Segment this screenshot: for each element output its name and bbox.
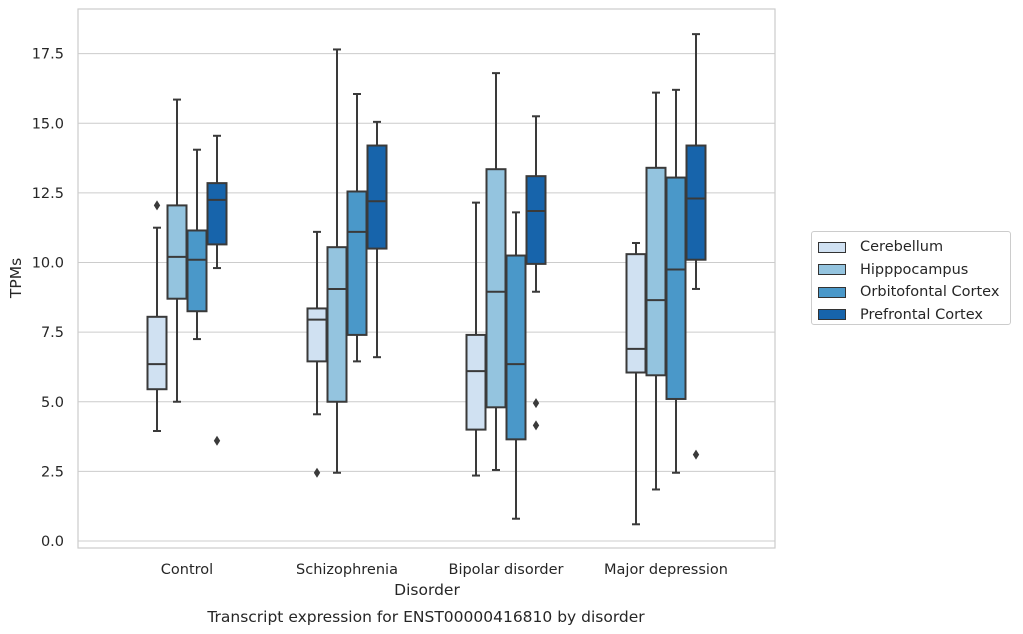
box-iqr [665,176,687,400]
legend-label: Hipppocampus [860,261,969,278]
box-iqr [186,229,208,313]
box-iqr [326,246,348,403]
y-tick-labels: 0.0 2.5 5.0 7.5 10.0 12.5 15.0 17.5 [32,47,64,550]
x-tick-label: Bipolar disorder [449,562,564,578]
legend-label: Orbitofontal Cortex [860,284,1000,301]
y-tick-label: 17.5 [32,47,64,63]
x-tick-labels: Control Schizophrenia Bipolar disorder Majo… [161,562,728,578]
box-cerebellum [146,200,168,432]
box-hipppocampus [166,98,188,403]
outlier-point [313,467,321,478]
x-tick-label: Control [161,562,213,578]
box-iqr [465,333,487,431]
box-prefrontal-cortex [206,134,228,446]
box-iqr [525,175,547,265]
legend-item: Hipppocampus [818,259,1010,282]
box-prefrontal-cortex [525,115,547,431]
outlier-point [692,449,700,460]
y-tick-label: 0.0 [41,534,64,550]
chart-title: Transcript expression for ENST0000041681… [206,608,645,626]
box-prefrontal-cortex [685,33,707,460]
legend-label: Cerebellum [860,239,944,256]
box-series [146,33,707,526]
box-orbitofontal-cortex [346,93,368,363]
x-tick-label: Major depression [604,562,728,578]
legend-label: Prefrontal Cortex [860,306,983,323]
y-tick-label: 7.5 [41,325,64,341]
box-orbitofontal-cortex [665,88,687,474]
box-orbitofontal-cortex [505,211,527,520]
legend-item: Prefrontal Cortex [818,304,1010,327]
box-cerebellum [625,242,647,526]
y-axis-label: TPMs [7,258,25,299]
box-hipppocampus [326,48,348,474]
box-iqr [625,253,647,374]
box-iqr [685,144,707,261]
x-tick-label: Schizophrenia [296,562,398,578]
x-axis-label: Disorder [394,581,460,599]
legend-swatch [818,264,846,276]
legend-item: Orbitofontal Cortex [818,281,1010,304]
box-cerebellum [306,230,328,478]
box-iqr [166,204,188,300]
box-orbitofontal-cortex [186,148,208,341]
box-cerebellum [465,201,487,477]
outlier-point [532,420,540,431]
outlier-point [532,398,540,409]
legend-swatch [818,241,846,253]
y-tick-label: 15.0 [32,116,64,132]
outlier-point [213,435,221,446]
legend-item: Cerebellum [818,236,1010,259]
box-hipppocampus [485,72,507,471]
box-iqr [505,254,527,441]
y-tick-label: 12.5 [32,186,64,202]
box-iqr [645,166,667,377]
box-hipppocampus [645,91,667,491]
plot-frame [77,8,776,549]
box-iqr [485,168,507,409]
box-iqr [366,144,388,250]
legend-swatch [818,309,846,321]
y-tick-label: 2.5 [41,464,64,480]
box-iqr [146,315,168,391]
box-iqr [306,307,328,363]
y-tick-label: 5.0 [41,395,64,411]
legend-swatch [818,286,846,298]
legend: Cerebellum Hipppocampus Orbitofontal Corte… [811,231,1011,325]
box-iqr [206,182,228,246]
outlier-point [153,200,161,211]
box-prefrontal-cortex [366,120,388,359]
y-tick-label: 10.0 [32,256,64,272]
box-iqr [346,190,368,336]
